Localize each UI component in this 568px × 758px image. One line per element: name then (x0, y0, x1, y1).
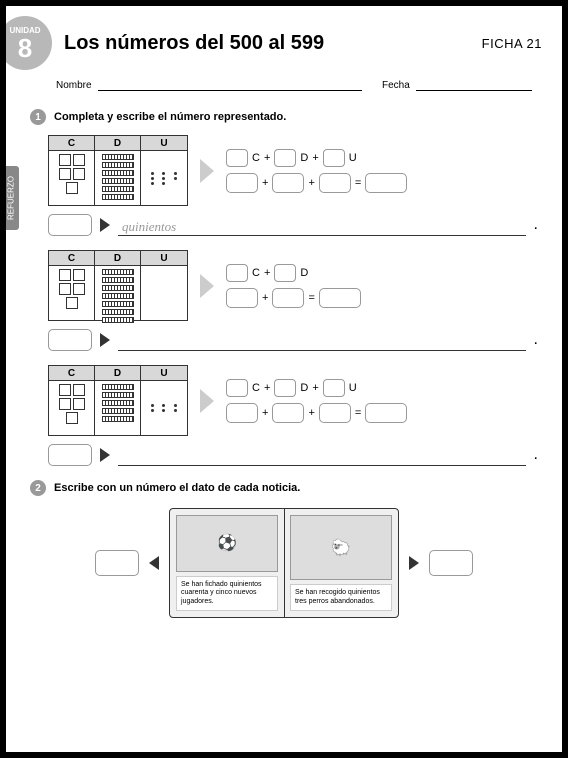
input-box[interactable] (274, 264, 296, 282)
units-cell (141, 381, 187, 435)
col-u: U (141, 251, 187, 266)
header: UNIDAD 8 Los números del 500 al 599 FICH… (6, 6, 562, 75)
side-tab: REFUERZO (3, 166, 19, 230)
ficha-label: FICHA 21 (482, 36, 542, 51)
input-box[interactable] (274, 379, 296, 397)
col-d: D (95, 251, 141, 266)
input-box[interactable] (319, 173, 351, 193)
col-d: D (95, 366, 141, 381)
word-row-1: quinientos . (48, 214, 538, 236)
input-box[interactable] (272, 403, 304, 423)
input-box[interactable] (365, 173, 407, 193)
cdu-table-1: C D U (48, 135, 188, 206)
cdu-table-2: C D U (48, 250, 188, 321)
bullet-2: 2 (30, 480, 46, 496)
triangle-right-icon (409, 556, 419, 570)
triangle-icon (100, 448, 110, 462)
soccer-icon: ⚽ (176, 515, 278, 572)
name-label: Nombre (56, 80, 92, 91)
number-box[interactable] (48, 214, 92, 236)
triangle-icon (100, 333, 110, 347)
sheep-icon: 🐑 (290, 515, 392, 580)
input-box[interactable] (226, 379, 248, 397)
exercise-3: C D U (48, 365, 538, 466)
col-c: C (49, 366, 95, 381)
word-line[interactable]: quinientos (118, 214, 526, 236)
col-d: D (95, 136, 141, 151)
input-box[interactable] (274, 149, 296, 167)
unit-number: 8 (18, 35, 32, 61)
input-box[interactable] (319, 403, 351, 423)
input-box[interactable] (226, 403, 258, 423)
unit-badge: UNIDAD 8 (0, 16, 52, 70)
name-date-row: Nombre Fecha (6, 75, 562, 101)
input-box[interactable] (272, 288, 304, 308)
exercise-2: C D U (48, 250, 538, 351)
equation-1: C + D + U + + = (226, 149, 407, 193)
tens-cell (95, 266, 141, 320)
input-box[interactable] (226, 149, 248, 167)
instruction-1-text: Completa y escribe el número representad… (54, 111, 286, 123)
instruction-2: 2 Escribe con un número el dato de cada … (30, 480, 538, 496)
cdu-table-3: C D U (48, 365, 188, 436)
worksheet-page: UNIDAD 8 Los números del 500 al 599 FICH… (0, 0, 568, 758)
input-box[interactable] (272, 173, 304, 193)
arrow-icon (200, 159, 214, 183)
instruction-1: 1 Completa y escribe el número represent… (30, 109, 538, 125)
word-row-2: . (48, 329, 538, 351)
news-2-text: Se han recogido quinientos tres perros a… (290, 584, 392, 611)
col-c: C (49, 251, 95, 266)
input-box[interactable] (323, 379, 345, 397)
input-box[interactable] (319, 288, 361, 308)
news-1-text: Se han fichado quinientos cuarenta y cin… (176, 576, 278, 611)
name-field[interactable]: Nombre (56, 79, 362, 91)
exercise-1: C D U (48, 135, 538, 236)
answer-box-right[interactable] (429, 550, 473, 576)
units-cell (141, 266, 187, 320)
page-title: Los números del 500 al 599 (64, 32, 482, 55)
content: 1 Completa y escribe el número represent… (6, 109, 562, 618)
hundreds-cell (49, 266, 95, 320)
arrow-icon (200, 389, 214, 413)
hundreds-cell (49, 381, 95, 435)
col-u: U (141, 366, 187, 381)
hundreds-cell (49, 151, 95, 205)
input-box[interactable] (365, 403, 407, 423)
word-row-3: . (48, 444, 538, 466)
tens-cell (95, 151, 141, 205)
number-box[interactable] (48, 444, 92, 466)
name-underline[interactable] (98, 79, 362, 91)
word-line[interactable] (118, 444, 526, 466)
units-cell (141, 151, 187, 205)
book-page-left: ⚽ Se han fichado quinientos cuarenta y c… (170, 509, 284, 617)
word-line[interactable] (118, 329, 526, 351)
input-box[interactable] (323, 149, 345, 167)
book-page-right: 🐑 Se han recogido quinientos tres perros… (284, 509, 398, 617)
arrow-icon (200, 274, 214, 298)
col-c: C (49, 136, 95, 151)
instruction-2-text: Escribe con un número el dato de cada no… (54, 482, 300, 494)
col-u: U (141, 136, 187, 151)
triangle-icon (100, 218, 110, 232)
input-box[interactable] (226, 173, 258, 193)
equation-2: C + D + = (226, 264, 361, 308)
date-label: Fecha (382, 80, 410, 91)
news-book: ⚽ Se han fichado quinientos cuarenta y c… (169, 508, 399, 618)
tens-cell (95, 381, 141, 435)
date-field[interactable]: Fecha (382, 79, 532, 91)
equation-3: C + D + U + + = (226, 379, 407, 423)
input-box[interactable] (226, 288, 258, 308)
answer-box-left[interactable] (95, 550, 139, 576)
date-underline[interactable] (416, 79, 532, 91)
news-section: ⚽ Se han fichado quinientos cuarenta y c… (30, 508, 538, 618)
bullet-1: 1 (30, 109, 46, 125)
triangle-left-icon (149, 556, 159, 570)
input-box[interactable] (226, 264, 248, 282)
number-box[interactable] (48, 329, 92, 351)
